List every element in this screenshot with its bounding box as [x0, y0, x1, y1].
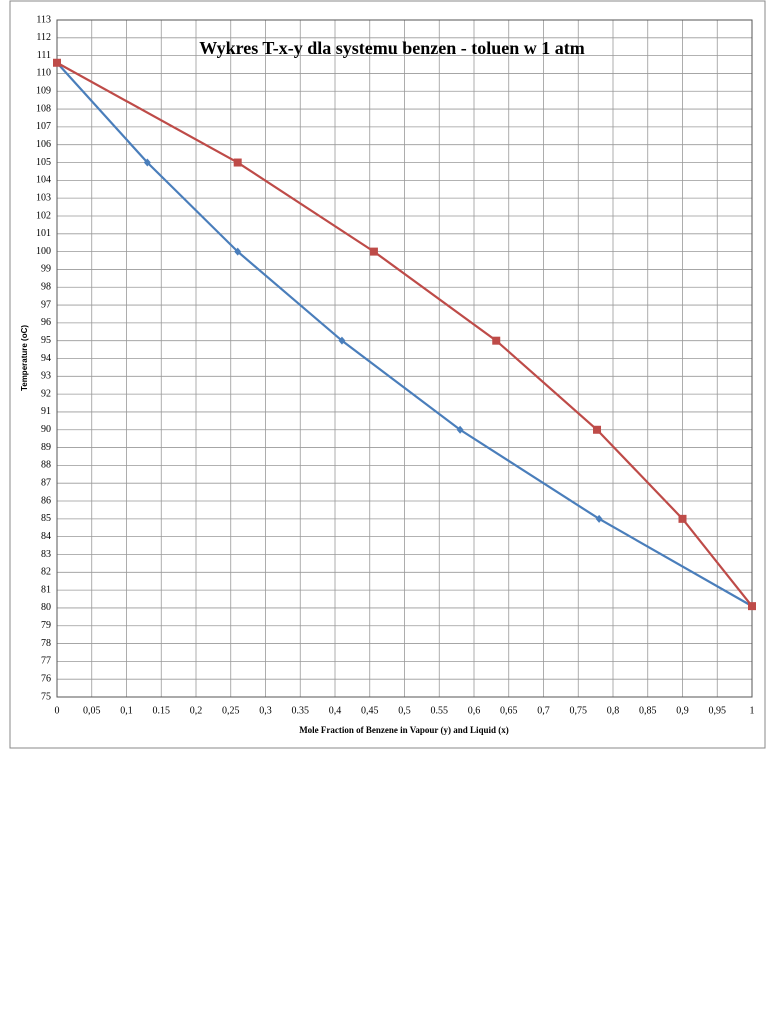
x-tick-label: 0,6: [468, 705, 481, 716]
y-tick-label: 112: [36, 32, 51, 43]
y-tick-label: 90: [41, 424, 51, 435]
x-tick-label: 0,85: [639, 705, 657, 716]
x-tick-label: 0.55: [431, 705, 449, 716]
y-tick-label: 107: [36, 121, 51, 132]
y-tick-label: 95: [41, 335, 51, 346]
y-tick-label: 110: [36, 68, 51, 79]
y-tick-label: 97: [41, 299, 51, 310]
y-tick-label: 100: [36, 246, 51, 257]
x-tick-label: 0,45: [361, 705, 379, 716]
y-tick-label: 92: [41, 388, 51, 399]
y-tick-label: 76: [41, 673, 51, 684]
x-tick-label: 1: [750, 705, 755, 716]
x-axis-label: Mole Fraction of Benzene in Vapour (y) a…: [299, 725, 509, 735]
x-tick-label: 0,8: [607, 705, 620, 716]
point: [338, 336, 346, 345]
y-tick-label: 105: [36, 157, 51, 168]
x-tick-label: 0,75: [570, 705, 588, 716]
x-tick-label: 0.15: [153, 705, 171, 716]
x-tick-label: 0,4: [329, 705, 342, 716]
point: [143, 158, 151, 167]
point: [748, 602, 756, 611]
x-tick-label: 0,05: [83, 705, 101, 716]
y-tick-label: 93: [41, 371, 51, 382]
y-tick-label: 80: [41, 602, 51, 613]
x-tick-label: 0: [55, 705, 60, 716]
y-tick-label: 102: [36, 210, 51, 221]
y-tick-label: 98: [41, 282, 51, 293]
y-tick-label: 84: [41, 531, 51, 542]
y-tick-label: 99: [41, 264, 51, 275]
y-tick-label: 85: [41, 513, 51, 524]
y-tick-label: 81: [41, 584, 51, 595]
y-tick-label: 91: [41, 406, 51, 417]
point: [369, 247, 378, 256]
y-tick-label: 108: [36, 103, 51, 114]
y-tick-label: 86: [41, 495, 51, 506]
point: [593, 425, 602, 434]
y-tick-label: 96: [41, 317, 51, 328]
y-tick-label: 75: [41, 691, 51, 702]
x-tick-label: 0,5: [398, 705, 411, 716]
point: [595, 514, 603, 523]
x-tick-label: 0,7: [537, 705, 550, 716]
x-tick-label: 0,3: [259, 705, 272, 716]
point: [233, 158, 242, 167]
y-tick-label: 109: [36, 86, 51, 97]
point: [234, 247, 242, 256]
x-tick-label: 0.35: [292, 705, 310, 716]
y-tick-label: 113: [36, 14, 51, 25]
y-tick-label: 88: [41, 460, 51, 471]
y-tick-label: 94: [41, 353, 51, 364]
x-tick-label: 0,25: [222, 705, 240, 716]
y-tick-label: 106: [36, 139, 51, 150]
y-tick-label: 82: [41, 567, 51, 578]
y-tick-label: 103: [36, 192, 51, 203]
x-tick-label: 0,9: [676, 705, 689, 716]
y-tick-label: 101: [36, 228, 51, 239]
y-tick-label: 89: [41, 442, 51, 453]
y-axis-label: Temperature (oC): [20, 325, 29, 391]
y-tick-label: 83: [41, 549, 51, 560]
y-tick-label: 79: [41, 620, 51, 631]
y-tick-label: 77: [41, 656, 51, 667]
point: [678, 514, 687, 523]
plot-frame: [56, 19, 753, 698]
y-tick-label: 78: [41, 638, 51, 649]
y-tick-label: 87: [41, 478, 51, 489]
point: [53, 58, 61, 67]
point: [492, 336, 501, 345]
x-tick-label: 0,95: [709, 705, 727, 716]
point: [456, 425, 464, 434]
x-tick-label: 0,65: [500, 705, 518, 716]
x-tick-label: 0,2: [190, 705, 203, 716]
chart-title: Wykres T-x-y dla systemu benzen - toluen…: [199, 38, 585, 58]
x-tick-label: 0,1: [120, 705, 133, 716]
y-tick-label: 111: [37, 50, 51, 61]
y-tick-label: 104: [36, 175, 51, 186]
